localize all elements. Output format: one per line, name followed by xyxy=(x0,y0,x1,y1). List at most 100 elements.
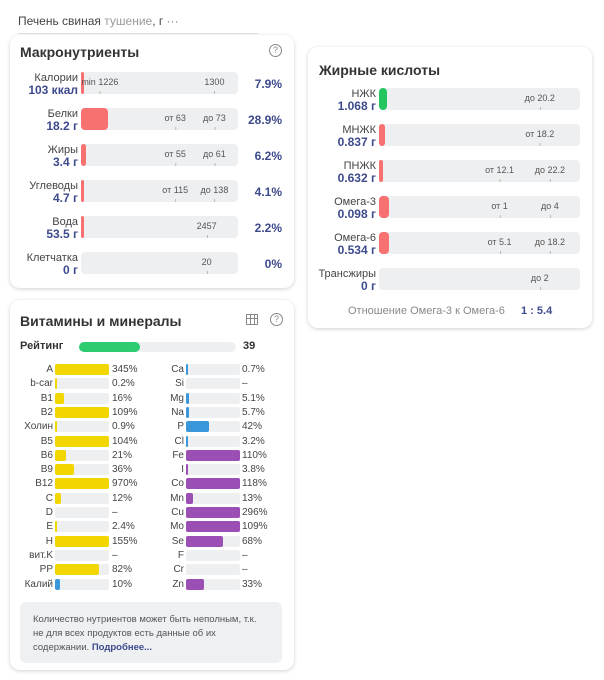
nutrient-name: Co xyxy=(171,478,184,490)
nutrient-bar-fill xyxy=(55,421,57,433)
nutrient-percent: 13% xyxy=(242,492,263,504)
nutrient-bar xyxy=(55,435,109,447)
more-link[interactable]: Подробнее... xyxy=(91,642,153,653)
nutrient-percent: 5.1% xyxy=(242,392,265,404)
nutrient-name: PP xyxy=(39,564,53,576)
nutrient-bar xyxy=(186,492,240,504)
rating-label: Рейтинг xyxy=(20,340,64,352)
macro-bar: 2457 xyxy=(81,216,238,238)
nutrient-name: Cl xyxy=(174,435,184,447)
macro-name: Жиры xyxy=(47,144,78,156)
nutrient-bar-fill xyxy=(55,492,62,504)
nutrient-name: F xyxy=(177,549,184,561)
nutrient-row: b-car 0.2% xyxy=(10,377,294,390)
nutrient-bar xyxy=(186,507,240,518)
rating-bar xyxy=(79,342,236,352)
nutrient-name: Ca xyxy=(171,364,184,375)
nutrient-name: Mg xyxy=(170,392,184,404)
fatty-value: 0.837 г xyxy=(337,135,376,149)
nutrient-percent: 104% xyxy=(112,435,138,447)
rating-bar-fill xyxy=(79,342,141,352)
nutrient-bar xyxy=(186,392,240,404)
nutrient-name: B9 xyxy=(40,464,53,476)
nutrient-bar xyxy=(55,378,109,390)
macro-norm-mark: до 73 xyxy=(203,113,226,130)
nutrient-bar-fill xyxy=(186,392,189,404)
nutrient-bar-fill xyxy=(186,435,188,447)
macro-percent: 6.2% xyxy=(254,149,282,163)
fatty-label: НЖК 1.068 г xyxy=(338,88,376,112)
macro-percent: 0% xyxy=(264,257,282,271)
nutrient-row: Ca 0.7% xyxy=(10,363,294,376)
nutrient-bar-fill xyxy=(55,464,75,476)
nutrient-bar xyxy=(186,578,240,590)
nutrient-row: B6 21% xyxy=(10,449,294,462)
macronutrients-title: Макронутриенты xyxy=(20,44,140,60)
fatty-bar: от 18.2 xyxy=(379,124,580,146)
macro-label: Калории 103 ккал xyxy=(28,72,78,96)
nutrient-name: B2 xyxy=(40,406,53,418)
macro-norm-mark: от 55 xyxy=(164,149,186,166)
nutrient-percent: – xyxy=(112,507,118,518)
nutrient-name: A xyxy=(46,364,53,375)
macro-bar: от 55 до 61 xyxy=(81,144,238,166)
macro-name: Вода xyxy=(52,216,78,228)
nutrient-bar xyxy=(186,535,240,547)
nutrient-percent: 3.8% xyxy=(242,464,265,476)
fatty-norm-mark: от 18.2 xyxy=(525,129,555,146)
macro-percent: 28.9% xyxy=(247,113,282,127)
product-header[interactable]: Печень свиная тушение, г ··· xyxy=(18,14,258,34)
more-icon[interactable]: ··· xyxy=(166,14,179,28)
nutrient-bar-fill xyxy=(186,406,190,418)
nutrient-bar-fill xyxy=(186,578,204,590)
nutrient-percent: 0.2% xyxy=(112,378,135,390)
macro-label: Белки 18.2 г xyxy=(46,108,78,132)
nutrient-bar xyxy=(55,392,109,404)
macro-value: 3.4 г xyxy=(52,155,78,169)
fatty-norm-mark: от 1 xyxy=(491,201,508,218)
fatty-bar: до 2 xyxy=(379,268,580,290)
nutrient-row: Co 118% xyxy=(10,477,294,490)
vitamins-title: Витамины и минералы xyxy=(20,313,182,329)
nutrient-bar-fill xyxy=(55,392,64,404)
fatty-bar-fill xyxy=(379,196,390,218)
macro-label: Вода 53.5 г xyxy=(46,216,78,240)
nutrient-percent: 296% xyxy=(242,507,268,518)
nutrient-name: Калий xyxy=(24,578,53,590)
nutrient-name: Si xyxy=(175,378,184,390)
nutrient-name: B5 xyxy=(40,435,53,447)
fatty-name: НЖК xyxy=(351,88,376,100)
nutrient-row: Mg 5.1% xyxy=(10,392,294,405)
nutrient-percent: 970% xyxy=(112,478,138,490)
nutrient-bar-fill xyxy=(186,421,209,433)
table-icon[interactable] xyxy=(246,314,258,325)
nutrient-percent: 5.7% xyxy=(242,406,265,418)
nutrient-bar-fill xyxy=(55,564,100,576)
nutrient-name: I xyxy=(181,464,184,476)
nutrient-name: Mo xyxy=(170,521,184,533)
nutrient-bar-fill xyxy=(55,521,57,533)
macro-norm-mark: 2457 xyxy=(196,221,217,238)
fatty-value: 0.534 г xyxy=(337,243,376,257)
macro-name: Калории xyxy=(34,72,78,84)
macro-value: 18.2 г xyxy=(46,119,78,133)
nutrient-bar-fill xyxy=(55,578,61,590)
nutrient-name: Mn xyxy=(170,492,184,504)
nutrient-percent: 82% xyxy=(112,564,133,576)
nutrient-row: B12 970% xyxy=(10,477,294,490)
macro-label: Клетчатка 0 г xyxy=(27,252,78,276)
nutrient-percent: – xyxy=(242,549,248,561)
help-icon[interactable]: ? xyxy=(269,44,282,57)
nutrient-row: H 155% xyxy=(10,535,294,548)
help-icon[interactable]: ? xyxy=(270,313,283,326)
nutrient-bar xyxy=(55,478,109,490)
fatty-label: ПНЖК 0.632 г xyxy=(338,160,376,184)
macro-bar-fill xyxy=(81,72,84,94)
nutrient-percent: 155% xyxy=(112,535,138,547)
nutrient-percent: 345% xyxy=(112,364,138,375)
nutrient-row: Zn 33% xyxy=(10,578,294,591)
macro-label: Углеводы 4.7 г xyxy=(29,180,78,204)
fatty-bar-fill xyxy=(379,124,386,146)
nutrient-name: B12 xyxy=(35,478,53,490)
fatty-norm-mark: до 20.2 xyxy=(524,93,555,110)
